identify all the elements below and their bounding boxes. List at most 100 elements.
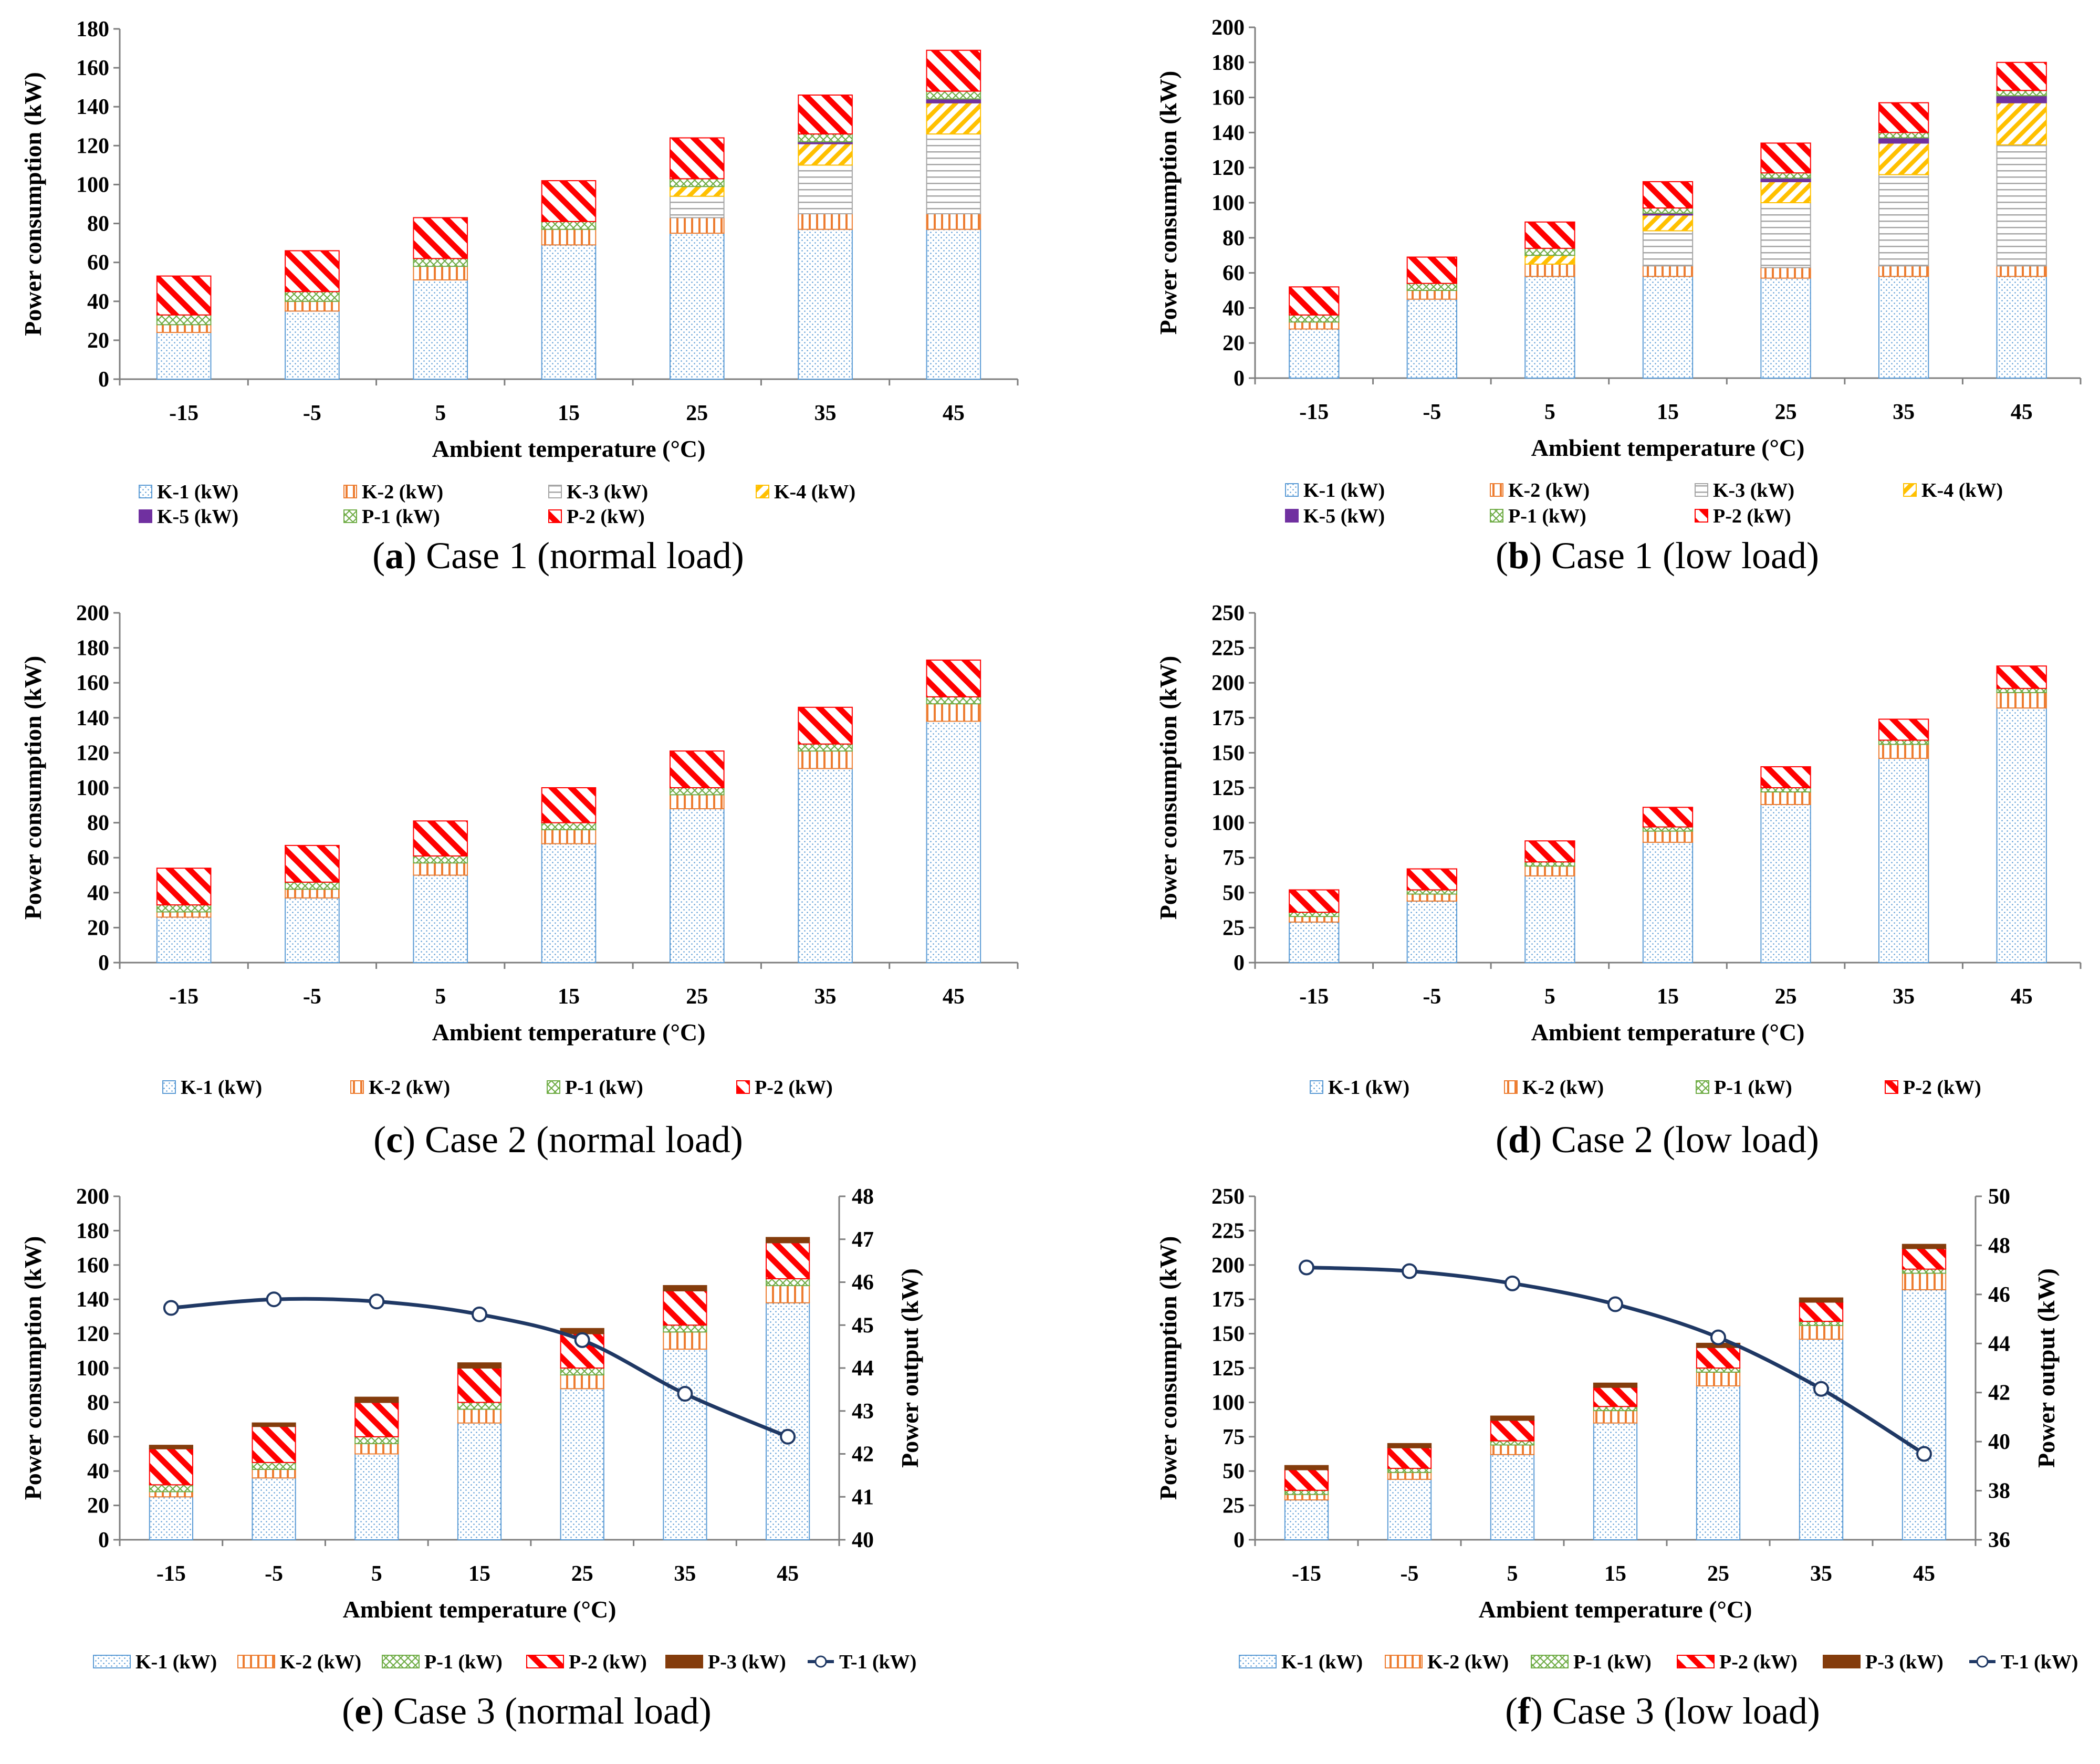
bar-k-5 [1878,137,1929,144]
legend-item-p-1: P-1 (kW) [343,506,440,528]
figure-caption: (f) Case 3 (low load) [1505,1690,1820,1732]
bar-k-2 [1799,1324,1844,1340]
y2-tick-label: 41 [852,1485,874,1509]
bar-k-2 [798,750,853,769]
legend-item-k-5: K-5 (kW) [139,506,238,528]
caption-text: ) Case 2 (low load) [1529,1119,1819,1161]
bar-p-2 [1524,221,1575,249]
x-axis: -15 -5 5 15 25 35 45 [1254,377,2082,424]
bar-p-2 [1284,1469,1329,1491]
x-axis: -15 -5 5 15 25 35 45 [1254,962,2082,1009]
legend-swatch [1695,483,1708,497]
bar-k-2 [252,1468,296,1479]
bar-k-1 [560,1388,604,1540]
legend-swatch [1696,1080,1709,1094]
x-tick-label: -15 [1292,1562,1321,1586]
caption-paren: ( [342,1690,354,1732]
x-tick-label: 45 [2011,985,2033,1009]
x-tick-label: 45 [943,985,965,1009]
y-tick-label: 80 [87,1391,109,1415]
bar-p-2 [354,1402,399,1437]
legend-swatch [736,1080,750,1094]
x-tick-label: 5 [1544,400,1555,424]
caption-text: ) Case 3 (low load) [1530,1690,1820,1732]
x-tick-label: -5 [265,1562,283,1586]
bar-p-2 [285,844,340,883]
bar-p-3 [149,1445,193,1449]
legend-label: K-5 (kW) [1303,505,1385,527]
y-tick-label: 160 [76,56,109,80]
legend-swatch [756,485,769,498]
bar-k-2 [1387,1471,1432,1480]
caption-text: ) Case 1 (low load) [1529,535,1819,577]
legend-item-k-1: K-1 (kW) [1310,1077,1409,1099]
bar-p-2 [1593,1386,1638,1407]
y-tick-label: 180 [76,1219,109,1243]
bar-k-4 [1996,102,2047,145]
line-point-t-1 [677,1386,693,1402]
bar-k-2 [1406,290,1458,300]
chart-f: 0 25 50 75 100 125 150 175 200 225 250 Power consum… [1155,1185,2078,1732]
y-tick-label: 160 [76,671,109,695]
bar-k-4 [1642,214,1694,232]
bar-k-2 [1642,830,1694,843]
y-tick-label: 0 [98,951,109,975]
y-axis: 0 20 40 60 80 100 120 140 160 180 200 [1211,16,1256,391]
y-tick-label: 150 [1211,1322,1245,1347]
line-point-t-1 [1402,1263,1417,1279]
y-tick-label: 140 [76,706,109,730]
y-tick-label: 100 [76,776,109,800]
bar-p-1 [1387,1467,1432,1473]
bar-p-3 [1799,1297,1844,1303]
bars [156,659,981,964]
x-tick-label: 35 [674,1562,696,1586]
chart-c: 0 20 40 60 80 100 120 140 160 180 200 Power consump… [19,601,1019,1161]
x-tick-label: 45 [943,401,965,425]
legend-item-p-2: P-2 (kW) [548,506,645,528]
x-tick-label: 45 [777,1562,799,1586]
y-axis: 0 20 40 60 80 100 120 140 160 180 [76,17,121,392]
x-tick-label: 25 [686,401,708,425]
y-tick-label: 75 [1223,1425,1245,1449]
bar-k-5 [1760,178,1811,182]
y-tick-label: 20 [87,329,109,353]
legend-label: K-5 (kW) [157,506,238,528]
bar-p-2 [1524,840,1575,863]
x-axis-title: Ambient temperature (°C) [432,435,706,462]
bar-k-1 [1642,841,1694,963]
figure-caption: (b) Case 1 (low load) [1496,535,1819,577]
legend: K-1 (kW) K-2 (kW) P-1 (kW) P-2 (kW) P-3 (kW)… [93,1651,916,1673]
legend-item-k-1: K-1 (kW) [162,1077,262,1099]
bar-k-1 [1878,758,1929,964]
bar-p-2 [1642,181,1694,209]
legend-label: T-1 (kW) [2001,1651,2078,1673]
legend-item-p-1: P-1 (kW) [547,1077,643,1099]
y2-tick-label: 44 [852,1356,874,1381]
y-tick-label: 0 [1234,367,1245,391]
y-tick-label: 200 [76,601,109,625]
bar-k-2 [1878,744,1929,759]
y-tick-label: 20 [1223,331,1245,356]
bar-p-3 [1387,1443,1432,1448]
bar-k-1 [1760,803,1811,964]
x-tick-label: 5 [1544,985,1555,1009]
y-tick-label: 140 [76,95,109,119]
bar-k-3 [669,195,725,218]
legend-label: P-2 (kW) [755,1077,833,1099]
bar-k-1 [1289,328,1340,379]
y-tick-label: 0 [1234,1528,1245,1552]
x-axis-title: Ambient temperature (°C) [1531,1019,1805,1046]
bar-p-3 [1284,1465,1329,1470]
bar-k-2 [926,213,981,230]
line-point-t-1 [472,1306,487,1322]
bar-k-1 [766,1302,810,1540]
bar-k-2 [669,217,725,234]
bar-p-1 [457,1402,502,1410]
bar-k-1 [1387,1478,1432,1540]
legend-label: P-2 (kW) [1719,1651,1798,1673]
bar-p-2 [156,868,212,906]
x-tick-label: 5 [435,985,446,1009]
legend-label: K-1 (kW) [157,481,238,503]
x-tick-label: 15 [558,401,580,425]
legend-swatch [1385,1655,1423,1668]
